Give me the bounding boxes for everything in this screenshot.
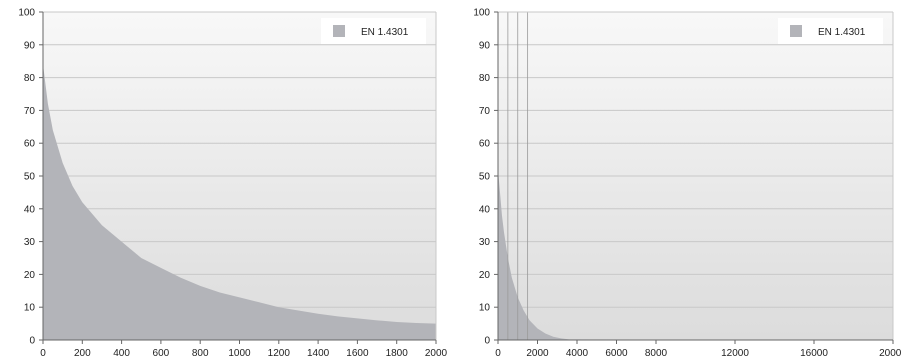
x-tick-label: 12000 <box>721 348 749 359</box>
y-tick-label: 50 <box>24 172 36 183</box>
x-tick-label: 1800 <box>386 348 409 359</box>
x-tick-label: 0 <box>40 348 46 359</box>
x-tick-label: 1600 <box>346 348 369 359</box>
x-tick-label: 600 <box>153 348 170 359</box>
y-tick-label: 0 <box>484 336 490 347</box>
legend-label: EN 1.4301 <box>361 27 409 38</box>
x-tick-label: 0 <box>495 348 501 359</box>
x-tick-label: 800 <box>192 348 209 359</box>
y-tick-label: 50 <box>479 172 491 183</box>
y-tick-label: 90 <box>479 40 491 51</box>
y-tick-label: 60 <box>479 139 491 150</box>
x-tick-label: 4000 <box>566 348 589 359</box>
y-tick-label: 40 <box>479 204 491 215</box>
y-tick-label: 70 <box>24 106 36 117</box>
y-tick-label: 30 <box>479 237 491 248</box>
y-tick-label: 20 <box>24 270 36 281</box>
chart-panel-2: 0 10 20 30 40 50 60 70 80 90 100 0 2000 4000 6000 8000 1… <box>473 8 901 360</box>
x-tick-label: 200 <box>74 348 91 359</box>
x-tick-label: 20000 <box>879 348 901 359</box>
legend-swatch <box>333 25 345 37</box>
y-tick-label: 70 <box>479 106 491 117</box>
x-tick-label: 1200 <box>268 348 291 359</box>
x-tick-label: 1400 <box>307 348 330 359</box>
y-tick-label: 40 <box>24 204 36 215</box>
x-tick-label: 6000 <box>605 348 628 359</box>
y-tick-label: 0 <box>29 336 35 347</box>
legend-label: EN 1.4301 <box>818 27 866 38</box>
x-tick-label: 2000 <box>425 348 448 359</box>
series-area <box>43 64 436 340</box>
y-tick-label: 10 <box>479 303 491 314</box>
x-tick-label: 400 <box>113 348 130 359</box>
x-tick-label: 2000 <box>526 348 549 359</box>
y-tick-label: 20 <box>479 270 491 281</box>
y-tick-label: 80 <box>479 73 491 84</box>
y-tick-label: 10 <box>24 303 36 314</box>
y-tick-label: 80 <box>24 73 36 84</box>
legend-swatch <box>790 25 802 37</box>
x-tick-label: 16000 <box>800 348 828 359</box>
y-tick-label: 100 <box>473 8 490 19</box>
y-tick-label: 90 <box>24 40 36 51</box>
y-tick-label: 100 <box>18 8 35 19</box>
y-tick-label: 60 <box>24 139 36 150</box>
x-tick-label: 8000 <box>645 348 668 359</box>
y-tick-label: 30 <box>24 237 36 248</box>
x-tick-label: 1000 <box>228 348 251 359</box>
